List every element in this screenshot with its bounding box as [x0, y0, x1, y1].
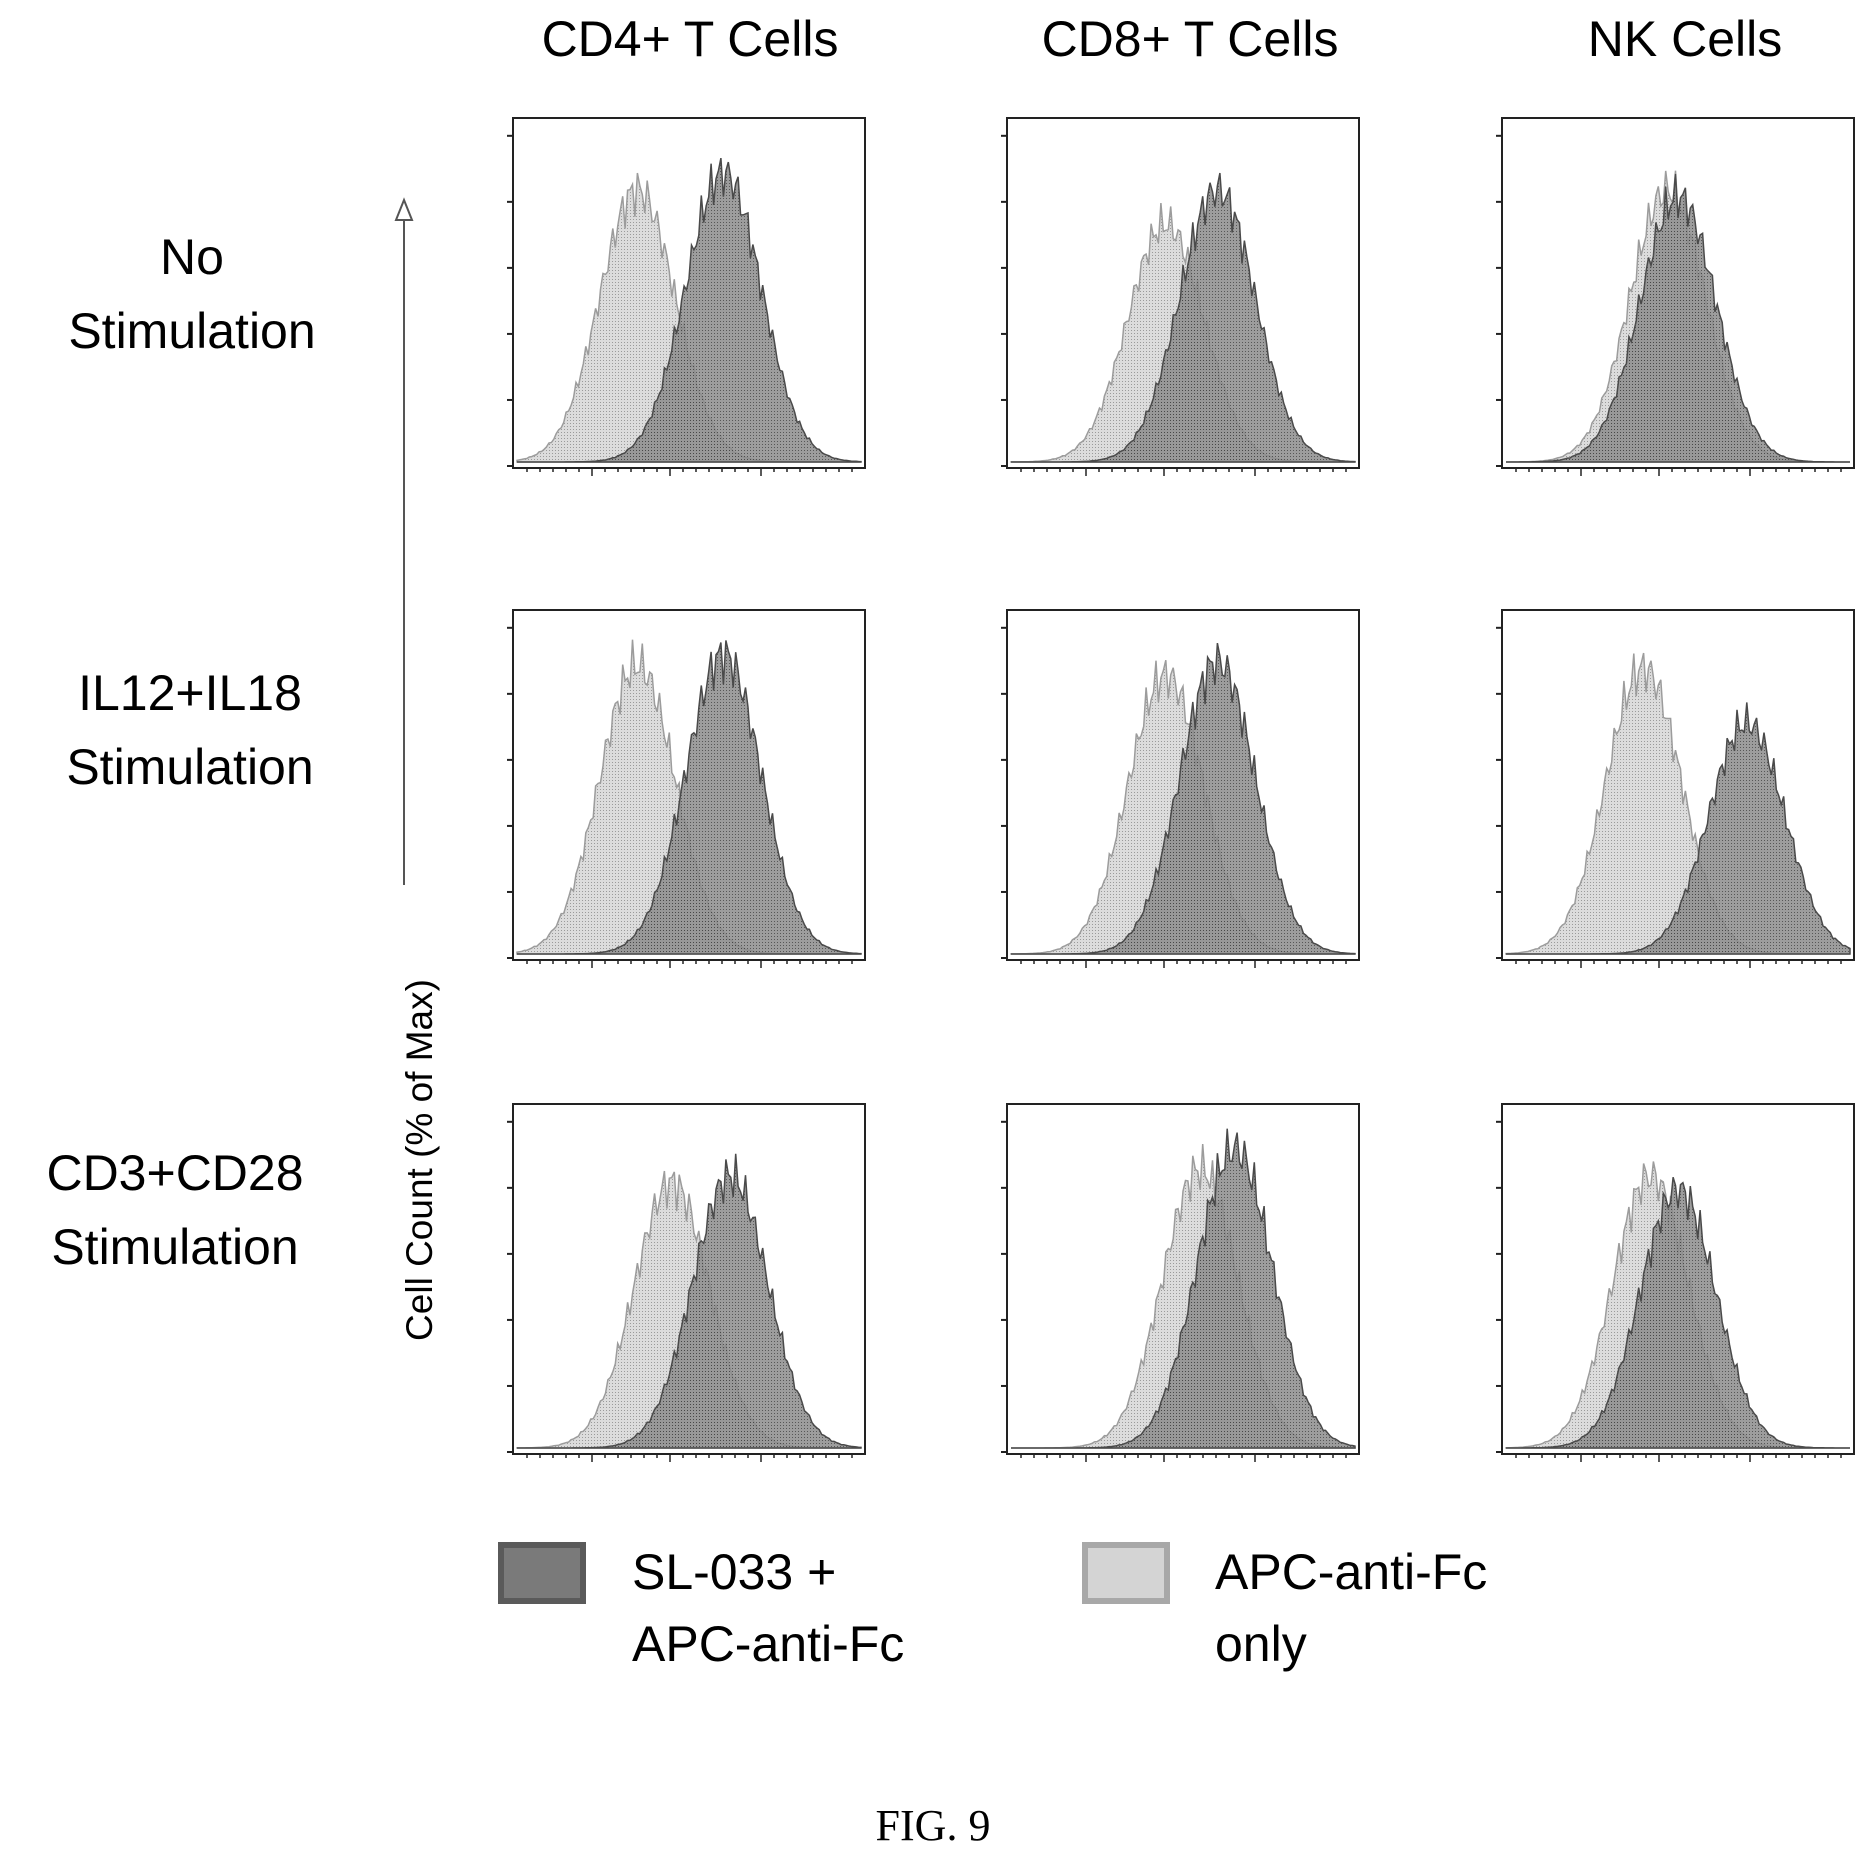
- sl033-histogram: [517, 157, 862, 463]
- sl033-histogram: [1011, 642, 1356, 955]
- sl033-histogram: [517, 640, 862, 955]
- legend-line: APC-anti-Fc: [1215, 1544, 1488, 1600]
- column-header-nk: NK Cells: [1587, 11, 1783, 67]
- row-label-no-stimulation: No Stimulation: [68, 220, 315, 368]
- figure-caption: FIG. 9: [875, 1801, 991, 1850]
- sl033-histogram: [1506, 173, 1850, 463]
- sl033-histogram: [1011, 172, 1356, 463]
- legend-line: SL-033 +: [632, 1544, 837, 1600]
- row-label-line: IL12+IL18: [78, 665, 302, 721]
- legend-line: APC-anti-Fc: [632, 1616, 905, 1672]
- column-header-cd4: CD4+ T Cells: [541, 11, 839, 67]
- histogram-panel: [1001, 609, 1360, 968]
- row-label-line: Stimulation: [68, 303, 316, 359]
- histogram-panel: [1496, 117, 1855, 476]
- legend-swatch-sl033: [498, 1542, 586, 1604]
- row-label-line: Stimulation: [51, 1219, 299, 1275]
- sl033-histogram: [1506, 1176, 1850, 1449]
- histogram-panel: [1001, 117, 1360, 476]
- sl033-histogram: [517, 1153, 862, 1449]
- legend-label-sl033: SL-033 + APC-anti-Fc: [632, 1536, 904, 1680]
- histogram-panel: [507, 609, 866, 968]
- row-label-line: No: [160, 229, 224, 285]
- row-label-il12-il18: IL12+IL18 Stimulation: [66, 656, 313, 804]
- row-label-cd3-cd28: CD3+CD28 Stimulation: [46, 1136, 303, 1284]
- row-label-line: CD3+CD28: [46, 1145, 304, 1201]
- histogram-panel: [507, 117, 866, 476]
- column-header-cd8: CD8+ T Cells: [1041, 11, 1339, 67]
- legend-label-apc-only: APC-anti-Fc only: [1215, 1536, 1487, 1680]
- sl033-histogram: [1506, 702, 1851, 955]
- histogram-panel: [1496, 1103, 1855, 1462]
- histogram-panel: [1001, 1103, 1360, 1462]
- histogram-panel: [507, 1103, 866, 1462]
- legend-line: only: [1215, 1616, 1307, 1672]
- legend-swatch-apc-only: [1082, 1542, 1170, 1604]
- row-label-line: Stimulation: [66, 739, 314, 795]
- sl033-histogram: [1011, 1128, 1356, 1449]
- histogram-panel: [1496, 609, 1855, 968]
- arrow-head-icon: [394, 197, 414, 221]
